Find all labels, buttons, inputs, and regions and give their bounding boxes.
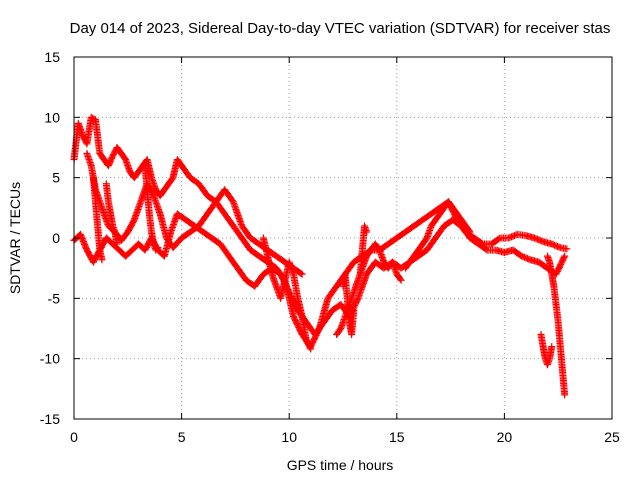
- series-track-7: [259, 234, 315, 353]
- x-axis-label: GPS time / hours: [287, 457, 394, 473]
- data-point: [563, 245, 571, 253]
- series-track-4: [89, 174, 106, 264]
- y-tick-label-15: 15: [44, 49, 60, 65]
- data-points: [70, 113, 571, 399]
- data-point: [466, 228, 474, 236]
- series-track-13: [543, 252, 569, 399]
- data-point: [306, 344, 314, 352]
- y-tick-label--15: -15: [40, 411, 60, 427]
- data-point: [465, 227, 473, 235]
- x-tick-label-0: 0: [70, 429, 78, 445]
- series-track-5: [102, 180, 121, 248]
- chart-title: Day 014 of 2023, Sidereal Day-to-day VTE…: [70, 20, 611, 37]
- series-track-1: [70, 113, 571, 351]
- series-track-10: [356, 222, 371, 278]
- data-point: [363, 228, 371, 236]
- data-point: [297, 269, 305, 277]
- x-tick-label-20: 20: [497, 429, 513, 445]
- series-track-11: [401, 198, 474, 272]
- x-tick-label-5: 5: [178, 429, 186, 445]
- data-point: [495, 235, 503, 243]
- x-tick-label-10: 10: [281, 429, 297, 445]
- data-point: [561, 391, 569, 399]
- data-point: [561, 252, 569, 260]
- data-point: [482, 245, 490, 253]
- data-point: [350, 306, 358, 314]
- data-point: [113, 240, 121, 248]
- data-point: [397, 276, 405, 284]
- data-point: [154, 244, 162, 252]
- y-axis-label: SDTVAR / TECUs: [7, 182, 23, 294]
- data-point: [396, 275, 404, 283]
- data-point: [560, 253, 568, 261]
- series-track-8: [333, 240, 405, 339]
- data-point: [307, 345, 315, 353]
- data-point: [548, 343, 556, 351]
- y-tick-label-10: 10: [44, 109, 60, 125]
- y-tick-label--5: -5: [48, 290, 61, 306]
- series-track-12: [537, 331, 556, 369]
- x-tick-label-15: 15: [389, 429, 405, 445]
- y-tick-label-0: 0: [52, 230, 60, 246]
- data-point: [555, 243, 563, 251]
- y-tick-label-5: 5: [52, 170, 60, 186]
- x-tick-label-25: 25: [604, 429, 620, 445]
- data-point: [98, 256, 106, 264]
- data-point: [298, 270, 306, 278]
- series-track-6: [141, 162, 162, 254]
- series-track-9: [339, 270, 358, 339]
- axis-ticks: 0 5 10 15 20 25 -15 -10 -5 0 5 10 15: [40, 49, 620, 445]
- y-tick-label--10: -10: [40, 351, 60, 367]
- data-point: [153, 245, 161, 253]
